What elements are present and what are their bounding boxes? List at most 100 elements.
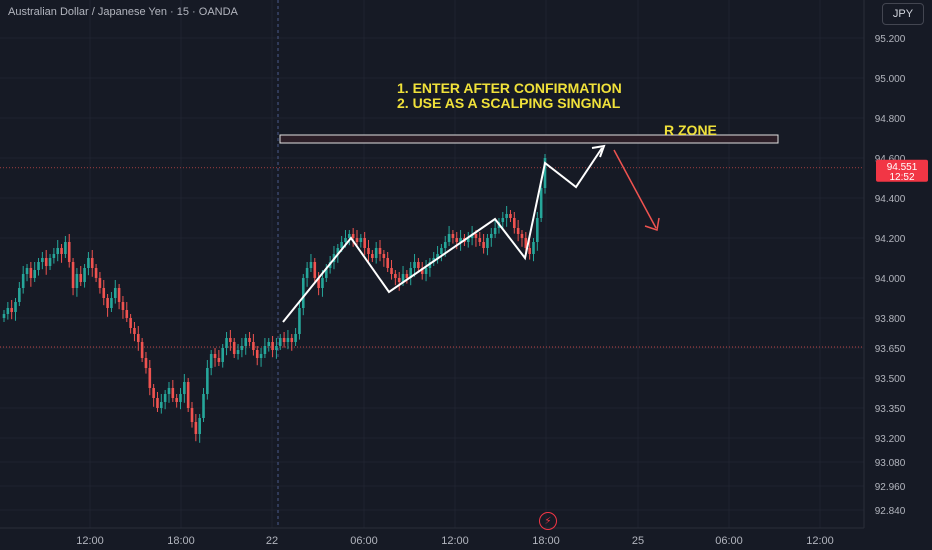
candle-body <box>25 268 29 274</box>
candle-body <box>213 354 217 358</box>
candle-body <box>344 238 347 242</box>
candle-body <box>409 268 413 278</box>
candle-body <box>451 234 455 238</box>
candle-body <box>275 346 278 350</box>
time-tick-label: 25 <box>632 535 644 547</box>
candle-body <box>417 262 420 268</box>
price-tick-label: 92.960 <box>875 482 906 493</box>
candle-body <box>232 342 236 354</box>
candle-body <box>83 268 86 282</box>
price-axis[interactable]: 95.200 95.000 94.800 94.600 94.400 94.200 94.0… <box>875 34 906 517</box>
candle-body <box>75 274 79 288</box>
price-tick-label: 95.200 <box>875 34 906 45</box>
down-arrowhead <box>644 217 660 231</box>
candle-body <box>324 268 328 278</box>
candle-body <box>10 308 13 312</box>
candle-body <box>447 234 451 242</box>
candle-body <box>98 278 102 288</box>
price-tick-label: 93.650 <box>875 344 906 355</box>
candle-body <box>309 262 313 268</box>
candle-body <box>229 338 232 342</box>
down-arrow[interactable] <box>613 149 657 229</box>
candle-body <box>33 270 36 278</box>
candle-body <box>171 388 175 398</box>
candle-body <box>52 254 56 258</box>
symbol-title[interactable]: Australian Dollar / Japanese Yen · 15 · … <box>8 6 238 18</box>
candle-body <box>236 350 240 354</box>
candle-body <box>443 242 447 248</box>
candle-body <box>413 262 416 268</box>
candle-body <box>240 346 244 350</box>
candle-body <box>470 234 474 238</box>
candle-body <box>71 262 75 288</box>
time-tick-label: 12:00 <box>441 535 469 547</box>
time-tick-label: 06:00 <box>350 535 378 547</box>
price-tick-label: 94.800 <box>875 114 906 125</box>
price-tick-label: 93.200 <box>875 434 906 445</box>
time-tick-label: 12:00 <box>806 535 834 547</box>
candle-body <box>217 358 221 362</box>
candle-body <box>221 348 225 362</box>
candle-body <box>374 248 378 258</box>
candle-body <box>163 394 167 402</box>
grid-lines <box>0 0 864 528</box>
candle-body <box>294 334 297 342</box>
candle-body <box>478 238 482 242</box>
candle-body <box>348 234 351 238</box>
candle-body <box>60 248 63 254</box>
candle-body <box>390 268 393 274</box>
lightning-icon[interactable]: ⚡ <box>539 512 557 530</box>
candle-body <box>394 274 397 278</box>
candle-body <box>183 382 186 394</box>
candle-body <box>282 338 286 342</box>
time-tick-label: 18:00 <box>532 535 560 547</box>
annotation-line-1: 1. ENTER AFTER CONFIRMATION <box>397 80 622 96</box>
time-axis[interactable]: 12:00 18:00 22 06:00 12:00 18:00 25 06:00 12:00 <box>76 535 834 547</box>
candle-body <box>117 288 121 302</box>
candle-body <box>113 288 117 298</box>
candle-body <box>271 342 274 350</box>
zigzag-arrowhead <box>591 144 606 158</box>
time-tick-label: 12:00 <box>76 535 104 547</box>
candle-body <box>44 258 48 266</box>
candle-body <box>290 338 294 342</box>
price-tick-label: 95.000 <box>875 74 906 85</box>
candle-body <box>482 242 485 248</box>
candle-body <box>340 242 343 248</box>
candle-body <box>424 268 428 274</box>
candle-body <box>486 238 489 248</box>
candle-body <box>252 342 255 350</box>
r-zone-label: R ZONE <box>664 122 717 138</box>
candle-body <box>301 278 305 308</box>
candle-body <box>21 274 25 288</box>
candle-body <box>536 218 539 242</box>
candle-body <box>371 254 374 258</box>
candle-body <box>286 338 290 342</box>
candle-body <box>129 318 132 328</box>
candle-body <box>136 334 140 342</box>
candle-body <box>6 308 10 314</box>
resistance-zone[interactable] <box>279 134 779 144</box>
candle-body <box>386 258 389 268</box>
candle-body <box>397 278 401 282</box>
candle-body <box>520 234 524 238</box>
zigzag-pattern[interactable] <box>282 147 603 323</box>
candle-body <box>194 422 198 434</box>
candle-body <box>255 350 259 358</box>
candle-body <box>248 338 251 342</box>
candle-body <box>29 268 33 278</box>
candle-body <box>382 254 386 258</box>
candle-body <box>225 338 228 348</box>
candle-body <box>455 238 459 242</box>
candle-body <box>90 258 94 268</box>
candle-body <box>313 262 317 278</box>
candle-body <box>121 302 125 310</box>
candle-body <box>56 248 60 254</box>
candle-body <box>436 254 439 258</box>
candle-body <box>133 328 136 334</box>
candle-body <box>263 346 267 354</box>
currency-button[interactable]: JPY <box>882 3 924 25</box>
candle-body <box>160 402 163 408</box>
candle-body <box>37 262 40 270</box>
